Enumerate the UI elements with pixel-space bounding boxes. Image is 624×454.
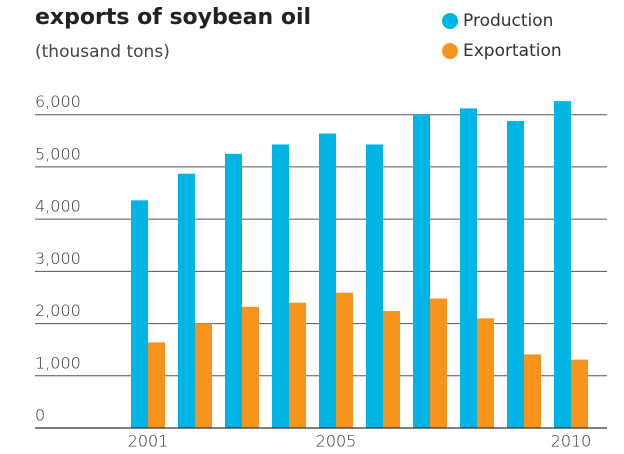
x-tick-label: 2005 — [316, 432, 357, 451]
legend-label: Production — [463, 11, 553, 31]
bar — [148, 342, 165, 428]
bar — [413, 114, 430, 428]
y-tick-label: 0 — [35, 406, 45, 425]
bar — [554, 101, 571, 429]
bar — [336, 292, 353, 428]
bar — [460, 108, 477, 429]
bar — [242, 306, 259, 428]
chart-subtitle: (thousand tons) — [35, 42, 170, 62]
bar — [366, 144, 383, 428]
bar — [477, 318, 494, 428]
bar — [272, 144, 289, 428]
bar — [430, 298, 447, 428]
y-tick-label: 3,000 — [35, 249, 81, 268]
bar — [524, 354, 541, 428]
y-tick-label: 6,000 — [35, 92, 81, 111]
x-tick-label: 2001 — [128, 432, 169, 451]
bar — [131, 200, 148, 428]
bar — [383, 311, 400, 428]
bar — [319, 133, 336, 428]
chart-title: exports of soybean oil — [35, 5, 311, 30]
bar — [289, 302, 306, 428]
y-tick-label: 1,000 — [35, 353, 81, 372]
bar — [225, 153, 242, 428]
y-tick-label: 5,000 — [35, 144, 81, 163]
bar — [178, 173, 195, 428]
legend-swatch — [442, 43, 458, 59]
y-tick-label: 4,000 — [35, 197, 81, 216]
bar — [507, 120, 524, 428]
x-tick-label: 2010 — [551, 432, 592, 451]
bar — [571, 359, 588, 428]
legend-swatch — [442, 13, 458, 29]
legend-label: Exportation — [463, 41, 562, 61]
y-tick-label: 2,000 — [35, 301, 81, 320]
bar — [195, 323, 212, 428]
